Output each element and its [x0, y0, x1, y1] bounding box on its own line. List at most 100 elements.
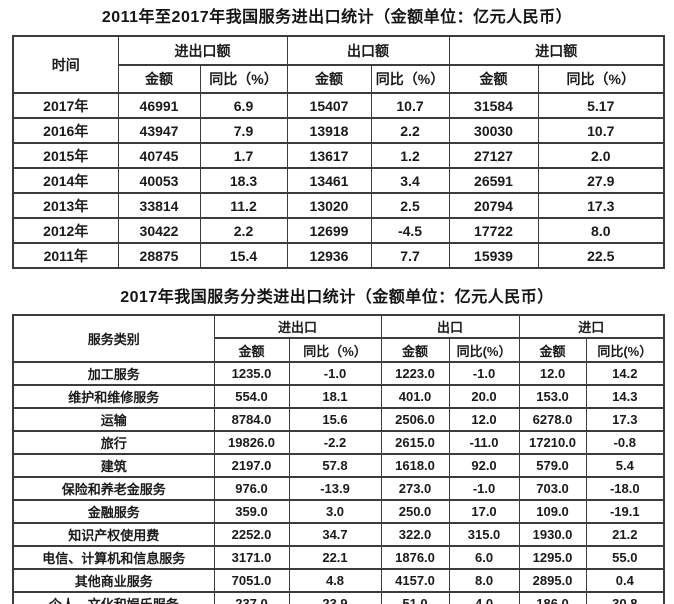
value-cell: 26591: [448, 167, 539, 194]
value-cell: 17210.0: [518, 430, 587, 455]
value-cell: 27127: [448, 142, 539, 169]
value-cell: 1295.0: [518, 545, 587, 570]
category-cell: 维护和维修服务: [12, 384, 215, 409]
value-cell: 153.0: [518, 384, 587, 409]
value-cell: 315.0: [448, 522, 520, 547]
value-cell: 554.0: [213, 384, 290, 409]
value-cell: 33814: [117, 192, 201, 219]
value-cell: 8.0: [448, 568, 520, 593]
table-row: 保险和养老金服务 976.0 -13.9 273.0 -1.0 703.0 -18.0: [12, 476, 665, 501]
table-row: 2012年 30422 2.2 12699 -4.5 17722 8.0: [12, 217, 665, 244]
group-header-export: 出口: [380, 314, 520, 339]
table-row: 旅行 19826.0 -2.2 2615.0 -11.0 17210.0 -0.8: [12, 430, 665, 455]
table-row: 建筑 2197.0 57.8 1618.0 92.0 579.0 5.4: [12, 453, 665, 478]
value-cell: 7051.0: [213, 568, 290, 593]
value-cell: -13.9: [288, 476, 382, 501]
value-cell: 12.0: [448, 407, 520, 432]
table2-group-header-row: 服务类别 进出口 出口 进口: [12, 314, 665, 363]
value-cell: 14.2: [585, 361, 665, 386]
table-row: 2017年 46991 6.9 15407 10.7 31584 5.17: [12, 92, 665, 119]
table-row: 2014年 40053 18.3 13461 3.4 26591 27.9: [12, 167, 665, 194]
value-cell: 7.7: [370, 242, 450, 269]
value-cell: 3.4: [370, 167, 450, 194]
table-row: 2013年 33814 11.2 13020 2.5 20794 17.3: [12, 192, 665, 219]
table1-body: 2017年 46991 6.9 15407 10.7 31584 5.17 2016年 4394…: [12, 92, 665, 269]
value-cell: 34.7: [288, 522, 382, 547]
value-cell: -1.0: [448, 361, 520, 386]
yoy-header: 同比（%）: [537, 64, 665, 94]
value-cell: 1876.0: [380, 545, 450, 570]
year-cell: 2013年: [12, 192, 119, 219]
value-cell: 5.17: [537, 92, 665, 119]
value-cell: 55.0: [585, 545, 665, 570]
value-cell: 579.0: [518, 453, 587, 478]
value-cell: 57.8: [288, 453, 382, 478]
value-cell: 17.0: [448, 499, 520, 524]
value-cell: 976.0: [213, 476, 290, 501]
value-cell: 23.9: [288, 591, 382, 604]
value-cell: -1.0: [288, 361, 382, 386]
value-cell: 1223.0: [380, 361, 450, 386]
value-cell: 21.2: [585, 522, 665, 547]
value-cell: 3171.0: [213, 545, 290, 570]
year-cell: 2012年: [12, 217, 119, 244]
yoy-header: 同比（%）: [288, 337, 382, 363]
table-row: 维护和维修服务 554.0 18.1 401.0 20.0 153.0 14.3: [12, 384, 665, 409]
value-cell: 18.3: [199, 167, 288, 194]
group-header-import: 进口: [518, 314, 665, 339]
value-cell: -19.1: [585, 499, 665, 524]
value-cell: 359.0: [213, 499, 290, 524]
value-cell: 20.0: [448, 384, 520, 409]
value-cell: 2506.0: [380, 407, 450, 432]
value-cell: 43947: [117, 117, 201, 144]
amount-header: 金额: [213, 337, 290, 363]
value-cell: 17722: [448, 217, 539, 244]
value-cell: 2.2: [199, 217, 288, 244]
year-cell: 2011年: [12, 242, 119, 269]
amount-header: 金额: [518, 337, 587, 363]
value-cell: 5.4: [585, 453, 665, 478]
group-header-total-trade: 进出口: [213, 314, 382, 339]
value-cell: 7.9: [199, 117, 288, 144]
amount-header: 金额: [380, 337, 450, 363]
year-cell: 2014年: [12, 167, 119, 194]
category-column-header: 服务类别: [12, 314, 215, 363]
value-cell: 2895.0: [518, 568, 587, 593]
value-cell: 28875: [117, 242, 201, 269]
value-cell: 2.5: [370, 192, 450, 219]
value-cell: 12699: [286, 217, 372, 244]
value-cell: -2.2: [288, 430, 382, 455]
value-cell: 22.1: [288, 545, 382, 570]
value-cell: 401.0: [380, 384, 450, 409]
value-cell: 6.0: [448, 545, 520, 570]
value-cell: 1618.0: [380, 453, 450, 478]
value-cell: -0.8: [585, 430, 665, 455]
table1-header: 时间 进出口额 出口额 进口额 金额 同比（%） 金额 同比（%） 金额 同比（…: [12, 35, 665, 94]
value-cell: 1.2: [370, 142, 450, 169]
value-cell: 14.3: [585, 384, 665, 409]
yoy-header: 同比(%）: [448, 337, 520, 363]
year-cell: 2017年: [12, 92, 119, 119]
value-cell: 12936: [286, 242, 372, 269]
yoy-header: 同比（%）: [199, 64, 288, 94]
value-cell: 27.9: [537, 167, 665, 194]
value-cell: 15.4: [199, 242, 288, 269]
category-cell: 电信、计算机和信息服务: [12, 545, 215, 570]
value-cell: 30.8: [585, 591, 665, 604]
value-cell: 40745: [117, 142, 201, 169]
value-cell: 8.0: [537, 217, 665, 244]
time-column-header: 时间: [12, 35, 119, 94]
value-cell: 40053: [117, 167, 201, 194]
value-cell: 109.0: [518, 499, 587, 524]
value-cell: 12.0: [518, 361, 587, 386]
yoy-header: 同比（%）: [370, 64, 450, 94]
value-cell: 1.7: [199, 142, 288, 169]
value-cell: 2.0: [537, 142, 665, 169]
value-cell: 250.0: [380, 499, 450, 524]
table2-body: 加工服务 1235.0 -1.0 1223.0 -1.0 12.0 14.2 维护和维修服务 5…: [12, 361, 665, 604]
value-cell: 2197.0: [213, 453, 290, 478]
value-cell: 322.0: [380, 522, 450, 547]
value-cell: 4157.0: [380, 568, 450, 593]
